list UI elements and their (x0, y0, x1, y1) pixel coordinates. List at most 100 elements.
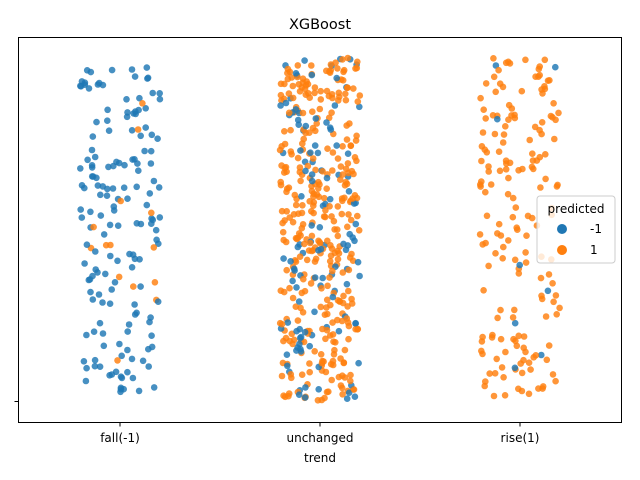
data-point-1 (317, 87, 325, 95)
data-point-1 (502, 123, 509, 130)
data-point-1 (292, 201, 300, 209)
data-point-1 (303, 256, 311, 264)
data-point--1 (96, 363, 104, 371)
data-point-1 (283, 208, 291, 215)
data-point--1 (147, 147, 155, 155)
data-point--1 (141, 147, 148, 155)
data-point-1 (490, 55, 497, 62)
data-point--1 (148, 131, 156, 139)
data-point--1 (128, 264, 136, 271)
data-point-1 (331, 346, 338, 354)
data-point-1 (355, 227, 363, 234)
data-point--1 (124, 328, 131, 335)
data-point--1 (93, 118, 100, 126)
data-point--1 (89, 133, 97, 140)
data-point-1 (490, 73, 498, 81)
data-point-1 (495, 148, 503, 155)
data-point-1 (528, 163, 536, 171)
data-point--1 (91, 362, 99, 370)
data-point--1 (293, 284, 300, 291)
data-point--1 (89, 173, 97, 180)
data-point--1 (81, 184, 88, 192)
data-point-1 (549, 280, 556, 287)
data-point-1 (345, 211, 352, 218)
data-point-1 (318, 359, 326, 367)
data-point-1 (334, 155, 342, 162)
data-point-1 (320, 213, 328, 220)
data-point--1 (108, 286, 115, 293)
data-point-1 (295, 81, 303, 88)
data-point--1 (106, 221, 114, 229)
data-point-1 (281, 128, 288, 135)
data-point--1 (284, 362, 291, 370)
data-point-1 (107, 241, 114, 249)
data-point--1 (154, 135, 161, 142)
data-point-1 (282, 238, 290, 246)
data-point--1 (296, 340, 303, 348)
data-point-1 (278, 320, 286, 328)
data-point-1 (324, 145, 331, 152)
data-point-1 (485, 163, 492, 170)
data-point-1 (327, 301, 334, 309)
data-point-1 (500, 243, 507, 251)
data-point-1 (285, 392, 292, 400)
data-point-1 (505, 101, 513, 109)
data-point-1 (480, 287, 487, 294)
data-point--1 (104, 185, 111, 193)
data-point--1 (105, 163, 112, 171)
data-point-1 (525, 359, 533, 367)
data-point--1 (129, 374, 137, 382)
data-point--1 (355, 359, 362, 367)
data-point-1 (343, 315, 351, 322)
data-point-1 (280, 392, 287, 400)
data-point-1 (329, 267, 336, 275)
data-point-1 (552, 292, 560, 299)
data-point--1 (301, 394, 309, 401)
data-point-1 (337, 382, 345, 389)
data-point--1 (153, 236, 160, 244)
data-point--1 (298, 193, 305, 200)
data-point--1 (135, 387, 143, 395)
data-point--1 (91, 153, 99, 161)
data-point-1 (130, 283, 137, 290)
data-point--1 (125, 321, 133, 328)
data-point-1 (485, 168, 493, 175)
data-point-1 (298, 371, 306, 379)
data-point-1 (479, 129, 487, 136)
data-point-1 (504, 190, 512, 198)
data-point-1 (281, 140, 289, 148)
data-point-1 (284, 65, 292, 73)
data-point--1 (308, 71, 316, 79)
data-point-1 (341, 194, 348, 202)
data-point--1 (142, 105, 149, 112)
data-point-1 (278, 372, 286, 380)
data-point-1 (278, 207, 286, 215)
data-point--1 (302, 384, 309, 391)
data-point--1 (84, 156, 91, 164)
data-point-1 (335, 97, 342, 104)
data-point-1 (342, 90, 349, 98)
data-point--1 (102, 270, 109, 278)
data-point--1 (147, 160, 155, 167)
data-point-1 (288, 151, 295, 158)
data-point-1 (502, 348, 509, 356)
data-point--1 (150, 384, 158, 391)
data-point-1 (326, 203, 333, 210)
data-point--1 (333, 142, 341, 149)
data-point-1 (314, 397, 322, 404)
data-point-1 (317, 96, 325, 103)
data-point-1 (479, 350, 486, 358)
data-point-1 (517, 360, 524, 367)
data-point-1 (493, 355, 501, 363)
data-point-1 (337, 355, 344, 362)
data-point--1 (301, 328, 309, 336)
data-point--1 (100, 342, 108, 350)
data-point-1 (280, 288, 288, 296)
data-point-1 (497, 232, 505, 239)
data-point-1 (345, 169, 352, 177)
data-point--1 (516, 261, 523, 269)
data-point-1 (512, 337, 519, 345)
data-point--1 (287, 258, 294, 265)
data-point-1 (317, 351, 325, 358)
legend: predicted -1 1 (536, 195, 616, 264)
